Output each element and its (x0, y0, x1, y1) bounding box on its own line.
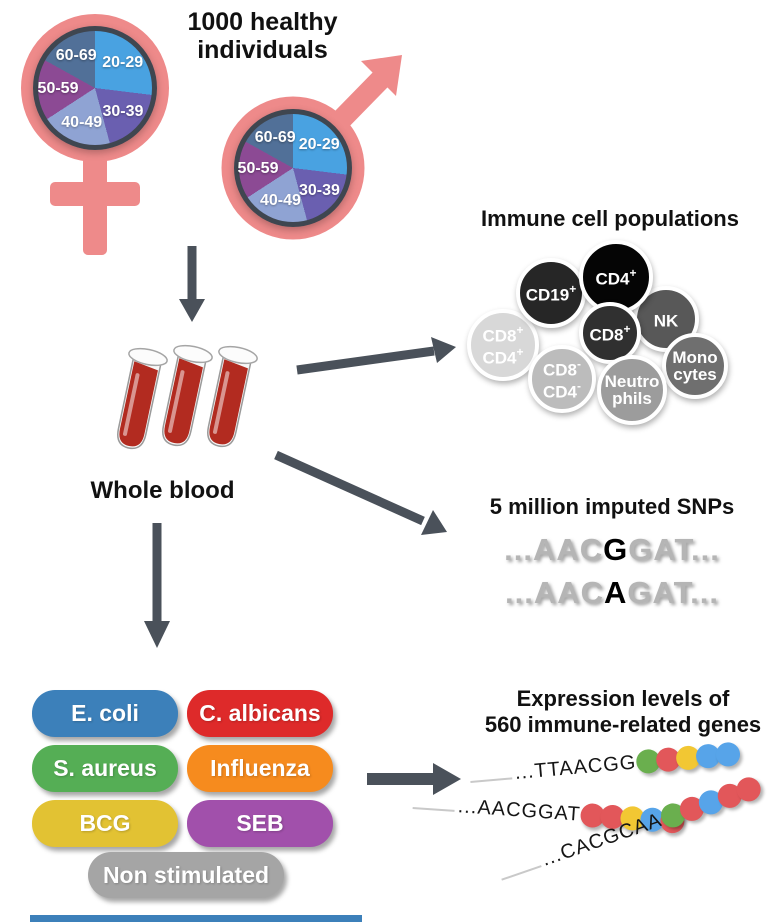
cell-cd8pos-cd4pos: CD8+ CD4+ (467, 309, 539, 381)
age-group-label: 30-39 (298, 181, 340, 199)
blood-tubes (117, 344, 258, 450)
age-group-label: 60-69 (254, 128, 296, 146)
stimulus-bcg: BCG (32, 800, 178, 847)
cell-neutrophils: Neutro phils (597, 355, 667, 425)
expression-dots (635, 741, 741, 775)
male-arrow-head (361, 55, 402, 96)
bottom-blue-bar (30, 915, 362, 922)
stimulus-non-stimulated: Non stimulated (88, 852, 284, 898)
stimulus-s-aureus: S. aureus (32, 745, 178, 792)
gene-expression-dot (714, 741, 741, 768)
cell-label: Mono cytes (672, 348, 718, 384)
age-group-label: 40-49 (259, 191, 301, 209)
snps-title: 5 million imputed SNPs (489, 494, 735, 519)
stimulus-c-albicans: C. albicans (187, 690, 333, 737)
snp-sequence-2: ...AACAGAT... (505, 575, 719, 610)
expression-title-line2: 560 immune-related genes (484, 712, 762, 737)
female-symbol (21, 14, 169, 255)
cell-label: CD8+ CD4+ (482, 323, 524, 368)
female-cross-bar (50, 182, 140, 206)
cohort-title-line1: 1000 healthy (187, 8, 338, 36)
male-arrow-shaft (330, 71, 389, 131)
male-age-pie: 20-29 30-39 40-49 50-59 60-69 (234, 109, 352, 227)
dna-strand-line (501, 865, 542, 881)
arrow-blood-to-snps (274, 450, 447, 535)
arrow-blood-to-cells (296, 337, 456, 375)
blood-tube (162, 344, 213, 447)
age-group-label: 20-29 (298, 135, 340, 153)
cohort-title: 1000 healthy individuals (155, 8, 370, 64)
cohort-title-line2: individuals (197, 36, 328, 64)
female-age-pie: 20-29 30-39 40-49 50-59 60-69 (33, 26, 157, 150)
dna-strand-line (470, 777, 513, 783)
cell-label: CD8+ (589, 322, 631, 345)
arrow-stimuli-to-expression (367, 763, 461, 795)
snp-variant-allele: A (604, 575, 628, 610)
immune-cells-title: Immune cell populations (481, 206, 739, 231)
stimulus-influenza: Influenza (187, 745, 333, 792)
whole-blood-label: Whole blood (90, 477, 235, 504)
cell-label: CD8- CD4- (542, 357, 581, 402)
snp-sequences: ...AACGGAT... ...AACAGAT... (447, 528, 771, 614)
arrow-cohort-to-blood (179, 246, 205, 322)
male-ring (221, 96, 365, 240)
blood-tube (207, 345, 258, 448)
cell-label: CD19+ (525, 282, 577, 305)
age-group-label: 40-49 (61, 113, 103, 131)
dna-strand-line (412, 806, 455, 812)
stimulus-seb: SEB (187, 800, 333, 847)
male-symbol (221, 55, 402, 240)
cell-cd19pos: CD19+ (516, 258, 586, 328)
expression-title: Expression levels of 560 immune-related … (475, 686, 771, 738)
expression-title-line1: Expression levels of (516, 686, 730, 711)
age-group-label: 50-59 (237, 160, 279, 178)
gene-sequence: ...AACGGAT (457, 794, 582, 826)
cell-cd8neg-cd4neg: CD8- CD4- (528, 345, 596, 413)
age-group-label: 50-59 (37, 80, 79, 98)
snp-sequence-1: ...AACGGAT... (504, 532, 720, 567)
snp-variant-allele: G (603, 532, 629, 567)
arrow-blood-to-stimuli (144, 523, 170, 648)
cell-label: NK (653, 311, 679, 331)
cell-label: Neutro phils (604, 372, 660, 408)
blood-tube (117, 347, 168, 450)
age-group-label: 60-69 (55, 47, 97, 65)
flow-arrows (144, 246, 461, 795)
stimulus-e-coli: E. coli (32, 690, 178, 737)
cell-label: CD4+ (595, 266, 637, 289)
age-group-label: 30-39 (102, 103, 144, 121)
age-group-label: 20-29 (102, 54, 144, 72)
cell-monocytes: Mono cytes (662, 333, 728, 399)
